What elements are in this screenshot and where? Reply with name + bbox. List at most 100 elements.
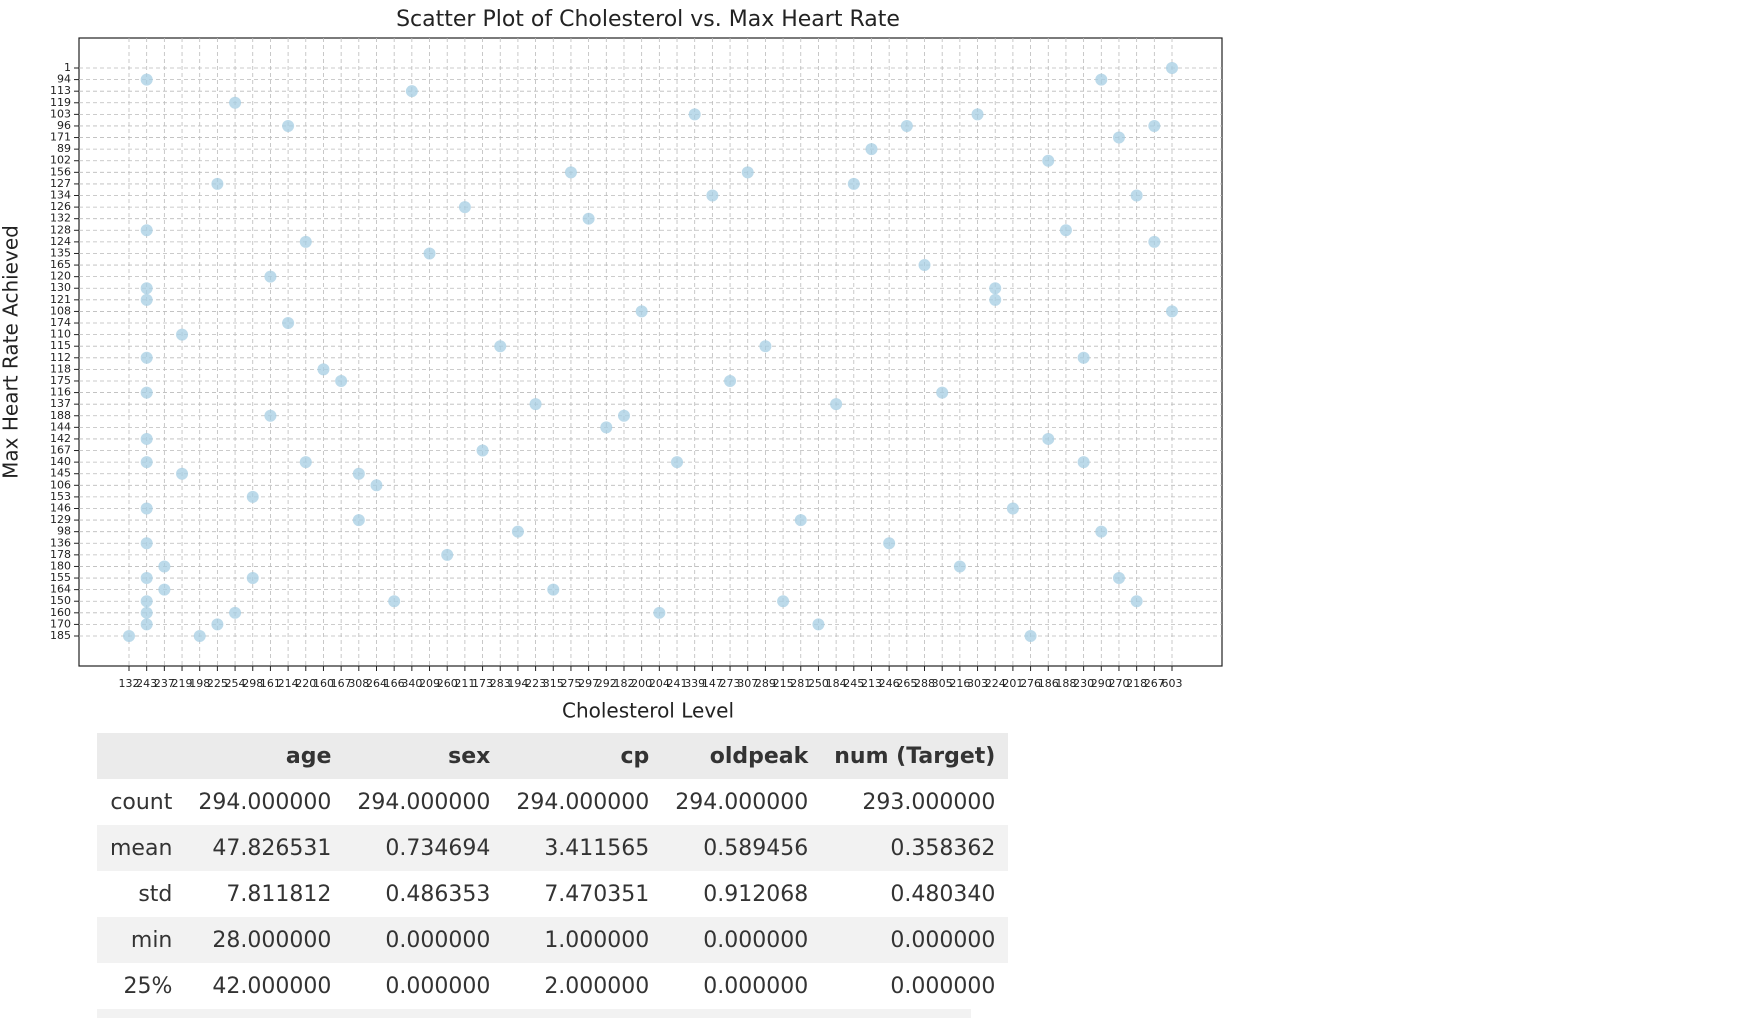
point	[724, 374, 737, 387]
point	[1112, 572, 1125, 585]
x-tick-label: 315	[543, 677, 564, 690]
point	[211, 618, 224, 631]
y-tick-label: 128	[50, 223, 71, 236]
point	[671, 456, 684, 469]
point	[140, 572, 153, 585]
y-tick-label: 110	[50, 328, 71, 341]
y-tick-label: 174	[50, 316, 71, 329]
x-tick-label: 303	[967, 677, 988, 690]
point	[246, 572, 259, 585]
table-cell: 47.826531	[185, 825, 345, 871]
x-tick-label: 340	[401, 677, 422, 690]
point	[123, 630, 135, 642]
y-tick-label: 119	[50, 96, 71, 109]
point	[140, 73, 153, 86]
y-tick-label: 126	[50, 200, 71, 213]
x-tick-label: 275	[560, 677, 581, 690]
table-cell: 0.589456	[662, 825, 822, 871]
y-tick-label: 155	[50, 571, 71, 584]
column-header: age	[185, 733, 345, 779]
point	[1130, 595, 1143, 608]
y-tick-label: 160	[50, 606, 71, 619]
y-tick-label: 146	[50, 501, 71, 514]
y-tick-label: 165	[50, 258, 71, 271]
point	[229, 96, 242, 109]
point	[989, 293, 1002, 306]
x-tick-label: 292	[596, 677, 617, 690]
y-tick-label: 185	[50, 629, 71, 642]
x-tick-label: 201	[1002, 677, 1023, 690]
y-tick-label: 153	[50, 490, 71, 503]
point	[176, 467, 189, 480]
x-tick-label: 216	[949, 677, 970, 690]
point	[688, 108, 701, 121]
x-axis-label: Cholesterol Level	[562, 699, 734, 723]
table-cell: 0.358362	[821, 825, 1009, 871]
table-cell: 293.000000	[862, 789, 996, 815]
point	[1042, 154, 1055, 167]
point	[600, 421, 613, 434]
x-tick-label: 132	[119, 677, 140, 690]
point	[264, 409, 277, 422]
y-tick-label: 94	[57, 73, 71, 86]
point	[140, 606, 153, 619]
y-tick-label: 102	[50, 154, 71, 167]
y-tick-label: 164	[50, 583, 71, 596]
table-cell: 294.000000	[357, 789, 491, 815]
point	[547, 583, 560, 596]
y-tick-label: 140	[50, 455, 71, 468]
y-tick-label: 137	[50, 397, 71, 410]
point	[140, 595, 153, 608]
table-cell: 7.811812	[226, 881, 332, 907]
x-tick-label: 241	[667, 677, 688, 690]
x-tick-label: 200	[631, 677, 652, 690]
x-tick-label: 160	[313, 677, 334, 690]
point	[900, 119, 913, 132]
point	[1166, 62, 1178, 74]
table-cell: 2.000000	[544, 973, 650, 999]
x-tick-label: 283	[490, 677, 511, 690]
point	[918, 259, 931, 272]
point	[140, 351, 153, 364]
x-tick-label: 194	[507, 677, 528, 690]
x-tick-label: 173	[472, 677, 493, 690]
y-tick-label: 175	[50, 374, 71, 387]
y-tick-label: 89	[57, 142, 71, 155]
point	[706, 189, 719, 202]
table-cell: 0.486353	[385, 881, 491, 907]
column-header: num (Target)	[821, 733, 1009, 779]
table-cell: 42.000000	[212, 973, 332, 999]
y-tick-label: 98	[57, 525, 71, 538]
x-tick-label: 339	[684, 677, 705, 690]
point	[476, 444, 489, 457]
point	[246, 490, 259, 503]
x-tick-label: 209	[419, 677, 440, 690]
point	[653, 606, 666, 619]
point	[635, 305, 648, 318]
x-tick-label: 297	[578, 677, 599, 690]
point	[1024, 630, 1037, 642]
x-tick-label: 250	[808, 677, 829, 690]
y-tick-label: 134	[50, 189, 71, 202]
x-tick-label: 213	[861, 677, 882, 690]
table-cell: 0.000000	[703, 973, 809, 999]
point	[140, 432, 153, 445]
x-tick-label: 603	[1162, 677, 1183, 690]
x-tick-label: 298	[242, 677, 263, 690]
x-tick-label: 307	[737, 677, 758, 690]
y-tick-label: 136	[50, 536, 71, 549]
x-tick-label: 308	[348, 677, 369, 690]
point	[847, 177, 860, 190]
x-tick-label: 237	[154, 677, 175, 690]
x-tick-label: 254	[225, 677, 246, 690]
point	[1130, 189, 1143, 202]
point	[140, 293, 153, 306]
point	[140, 618, 153, 631]
x-tick-label: 182	[613, 677, 634, 690]
x-tick-label: 265	[896, 677, 917, 690]
y-tick-label: 145	[50, 467, 71, 480]
x-tick-label: 147	[702, 677, 723, 690]
column-header: cp	[503, 733, 663, 779]
x-tick-label: 166	[384, 677, 405, 690]
point	[352, 467, 365, 480]
